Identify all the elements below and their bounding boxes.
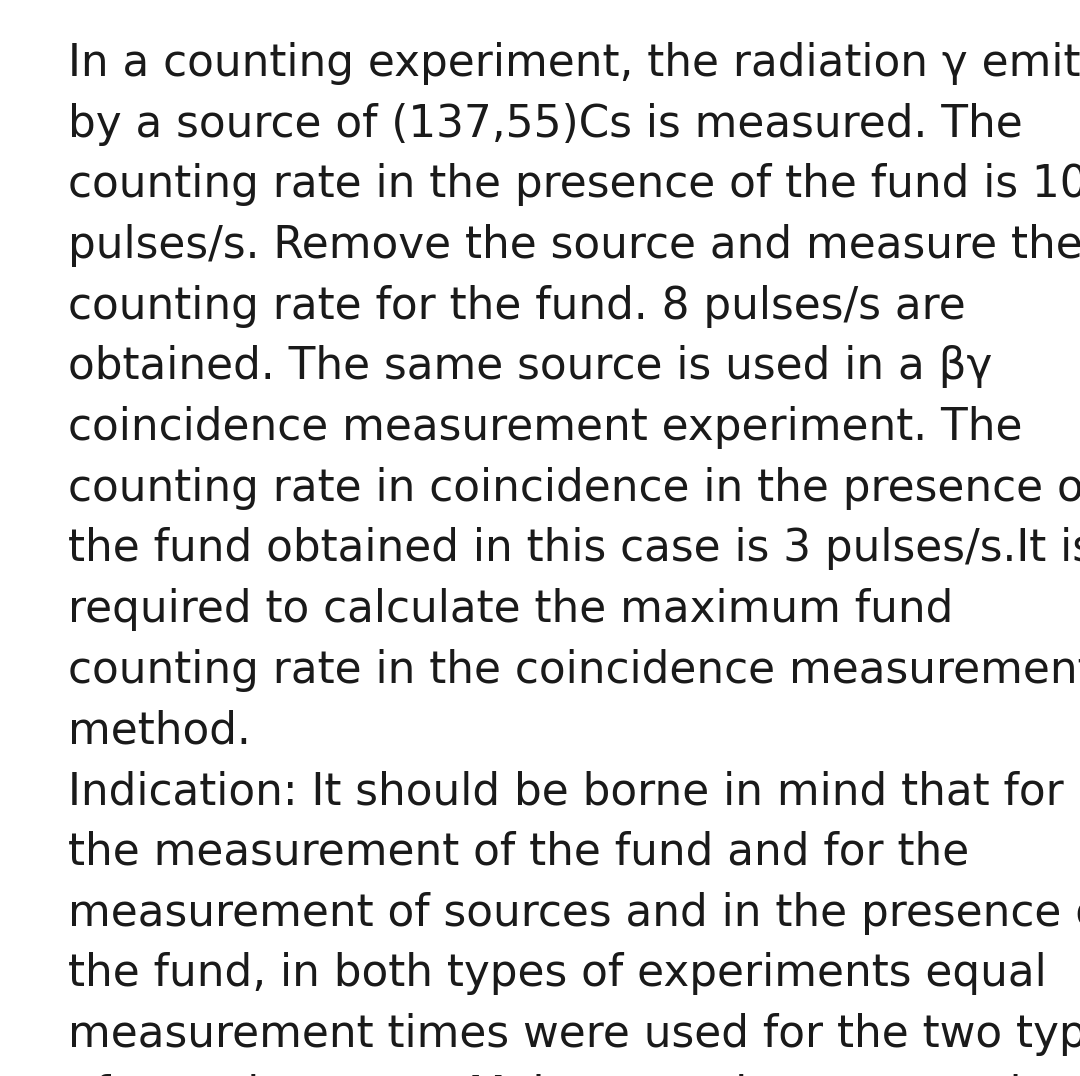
Text: In a counting experiment, the radiation γ emitted
by a source of (137,55)Cs is m: In a counting experiment, the radiation … — [68, 42, 1080, 1076]
